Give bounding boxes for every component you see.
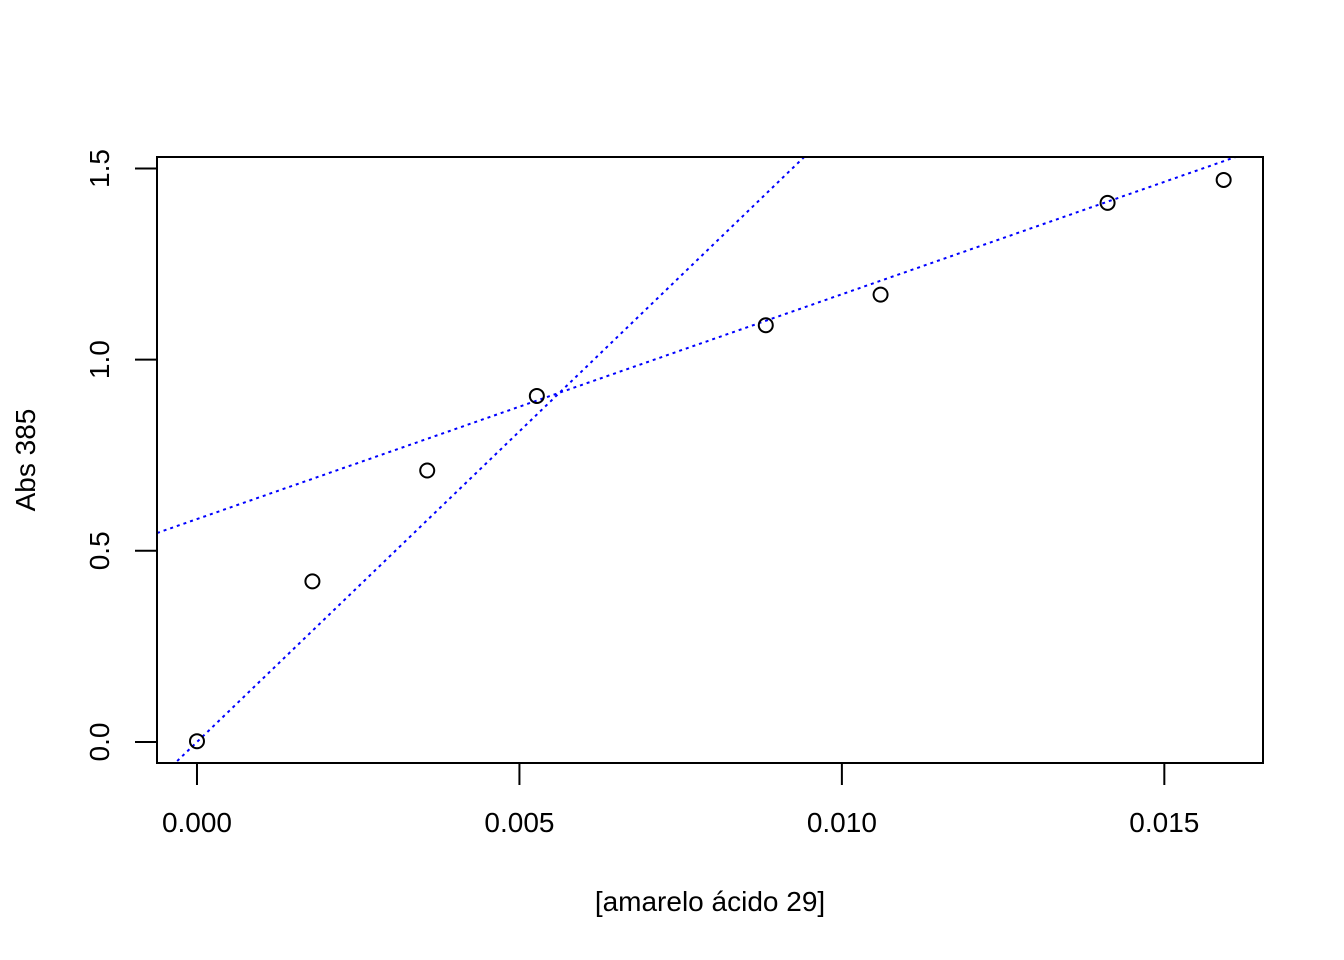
data-point — [757, 317, 774, 334]
data-points — [188, 171, 1232, 750]
x-tick-label: 0.010 — [807, 807, 877, 838]
data-point — [1215, 171, 1232, 188]
x-axis-title: [amarelo ácido 29] — [595, 886, 825, 917]
x-tick-label: 0.005 — [484, 807, 554, 838]
y-tick-label: 0.5 — [84, 531, 115, 570]
y-axis: 0.0 0.5 1.0 1.5 — [84, 149, 158, 762]
x-axis: 0.000 0.005 0.010 0.015 — [162, 762, 1199, 838]
data-point — [188, 733, 205, 750]
data-point — [304, 573, 321, 590]
y-axis-title: Abs 385 — [10, 409, 41, 512]
data-point — [528, 387, 545, 404]
y-tick-label: 1.5 — [84, 149, 115, 188]
y-tick-label: 1.0 — [84, 340, 115, 379]
data-point — [419, 462, 436, 479]
x-tick-label: 0.000 — [162, 807, 232, 838]
data-point — [1099, 194, 1116, 211]
x-tick-label: 0.015 — [1129, 807, 1199, 838]
data-point — [872, 286, 889, 303]
y-tick-label: 0.0 — [84, 723, 115, 762]
